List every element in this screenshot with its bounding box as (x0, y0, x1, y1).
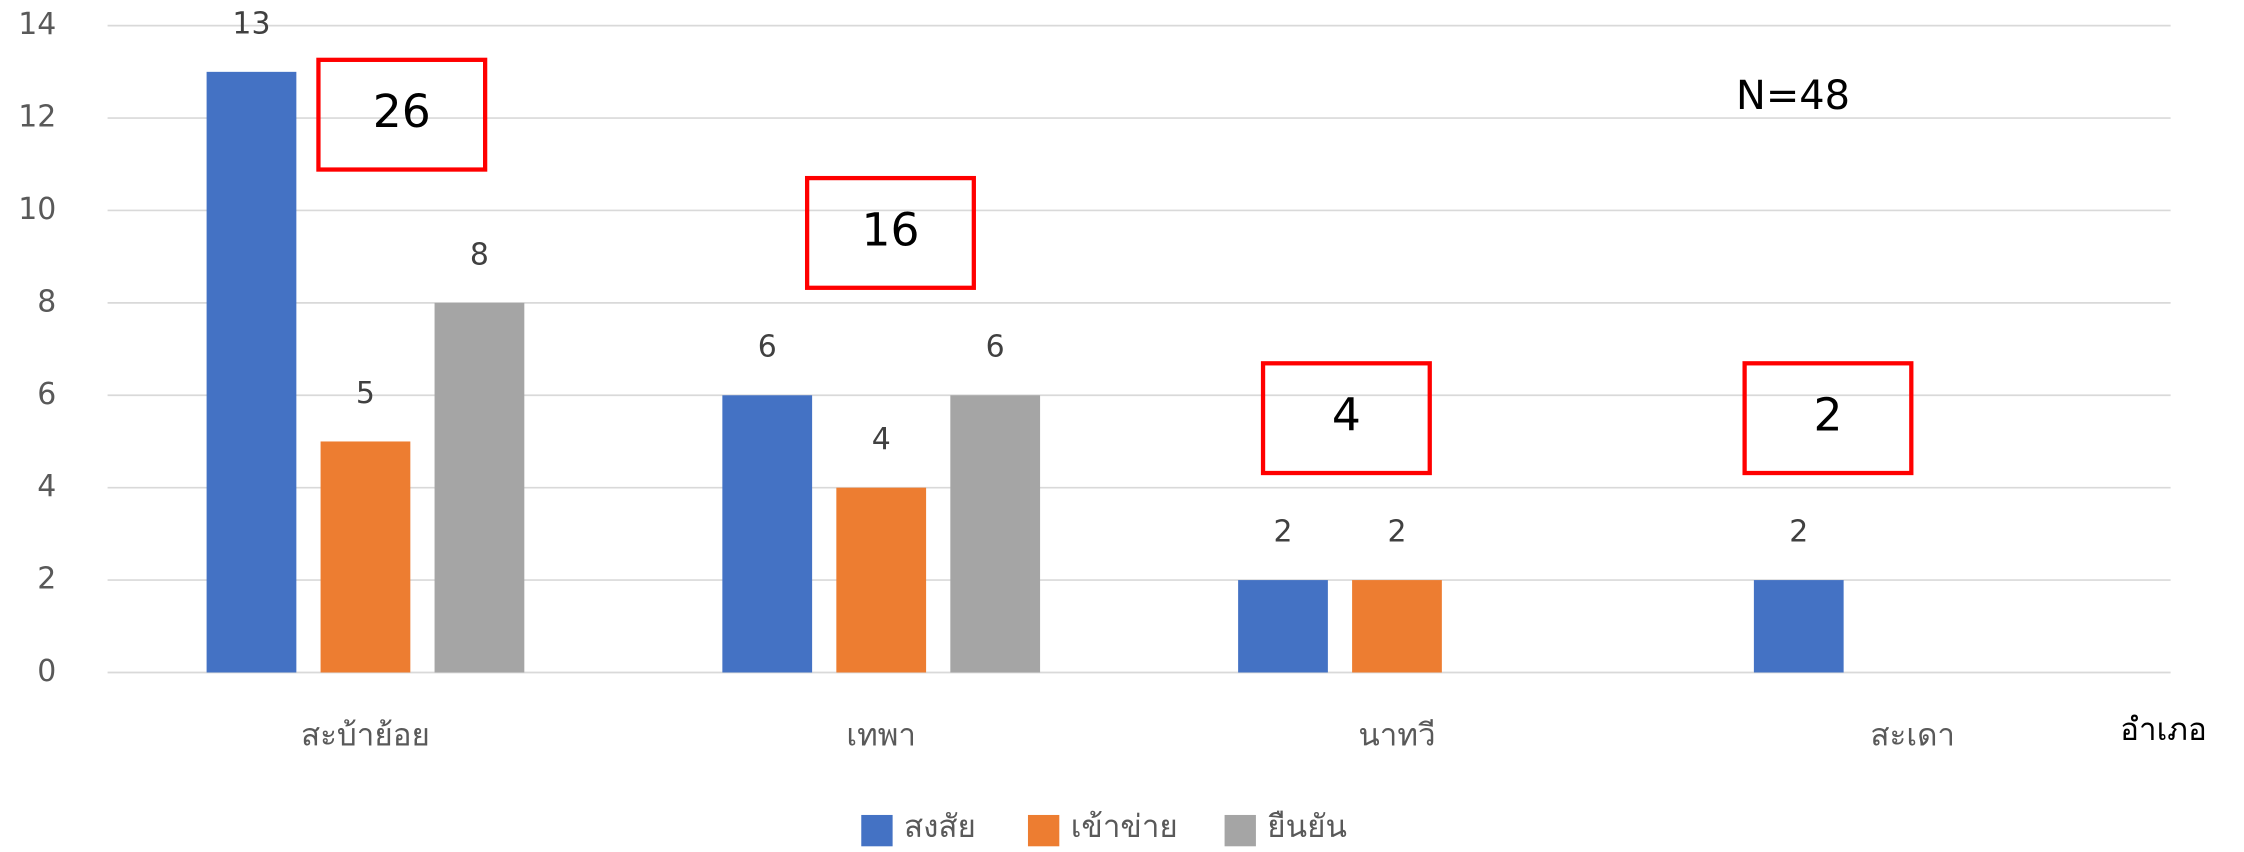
bar (206, 71, 297, 673)
legend-swatch (861, 814, 893, 847)
x-axis-label: อำเภอ (2120, 712, 2207, 748)
legend-swatch (1027, 814, 1060, 847)
value-label: 6 (758, 330, 777, 365)
value-label: 4 (872, 422, 891, 457)
bar (320, 441, 411, 673)
y-tick-label: 14 (18, 7, 56, 42)
annotation: 4 (1332, 389, 1361, 442)
x-tick-label: นาทวี (1358, 718, 1435, 754)
y-tick-label: 12 (18, 100, 56, 135)
legend-swatch (1224, 814, 1256, 847)
y-tick-label: 0 (37, 654, 56, 689)
bar (1753, 580, 1844, 673)
annotation-box (316, 57, 488, 172)
value-label: 2 (1273, 515, 1292, 550)
bar (1238, 580, 1328, 673)
x-tick-label: เทพา (846, 718, 916, 754)
annotation-box (1260, 361, 1432, 476)
bar (722, 395, 813, 673)
legend-label: เข้าข่าย (1071, 809, 1178, 845)
x-tick-label: สะบ้าย้อย (301, 718, 430, 754)
y-tick-label: 10 (18, 192, 56, 227)
bar (434, 302, 525, 673)
annotation: 2 (1813, 389, 1842, 442)
legend-label: สงสัย (904, 809, 976, 845)
value-label: 6 (986, 330, 1005, 365)
value-label: 13 (232, 6, 270, 41)
annotation: N=48 (1736, 73, 1850, 119)
annotation: 16 (861, 203, 919, 256)
y-tick-label: 2 (37, 562, 56, 597)
annotation-box (1742, 361, 1914, 476)
value-label: 2 (1789, 515, 1808, 550)
bar (1352, 580, 1442, 673)
value-label: 8 (470, 237, 489, 272)
y-tick-label: 8 (37, 284, 56, 319)
y-tick-label: 4 (37, 469, 56, 504)
value-label: 5 (356, 376, 375, 411)
value-label: 2 (1387, 515, 1406, 550)
bar (950, 395, 1041, 673)
legend-label: ยืนยัน (1267, 809, 1347, 845)
annotation: 26 (373, 85, 431, 138)
y-tick-label: 6 (37, 377, 56, 412)
annotation-box (804, 175, 976, 290)
bar (836, 487, 927, 673)
x-tick-label: สะเดา (1870, 718, 1955, 754)
